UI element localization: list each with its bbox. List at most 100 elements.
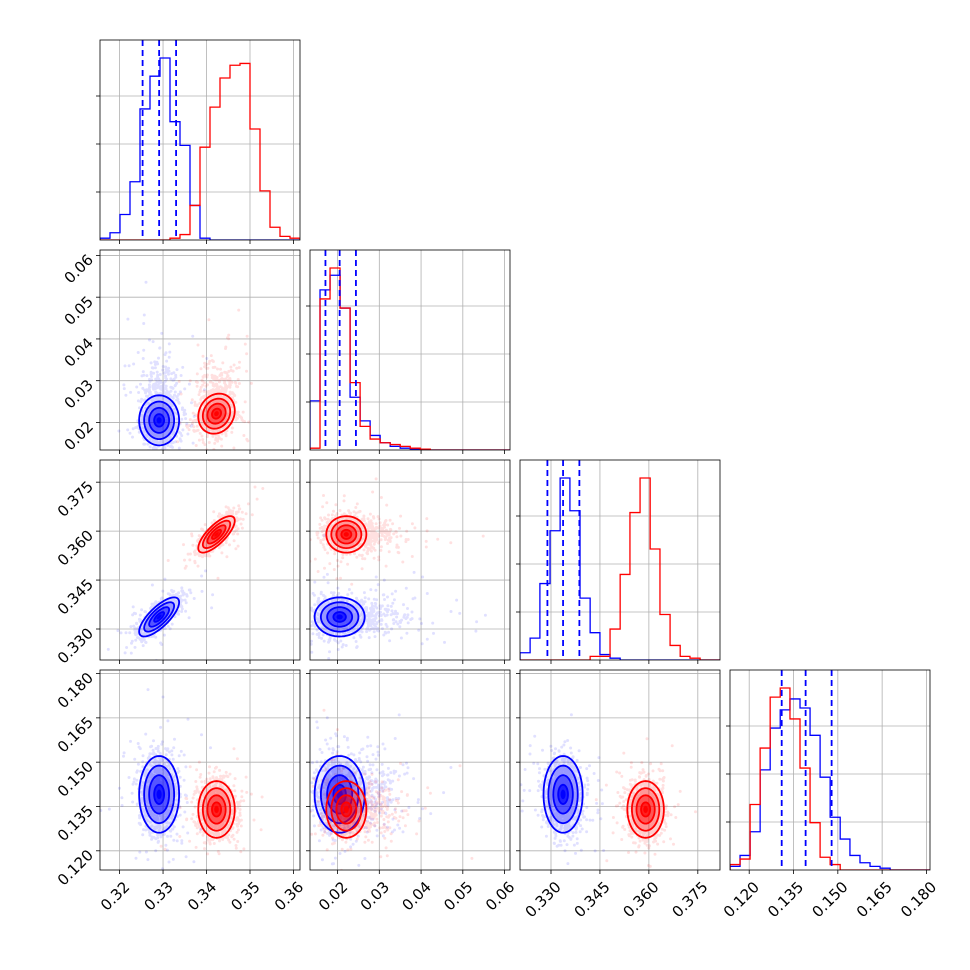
contour-blue (313, 755, 366, 834)
contour-blue (332, 611, 347, 623)
contour-blue (153, 611, 166, 623)
contour-red (201, 519, 232, 549)
density-contours (313, 515, 368, 638)
y-tick-label: 0.375 (54, 477, 97, 520)
contour-blue (143, 400, 176, 441)
contour-blue (143, 764, 176, 825)
x-tick-label: 0.33 (140, 878, 176, 914)
hist-grid (730, 725, 930, 823)
contour-red (626, 780, 665, 839)
density-layer (138, 392, 665, 839)
contour-blue (313, 596, 366, 638)
contour-red (197, 515, 236, 554)
panel-grid (310, 670, 510, 870)
panel-frame (519, 669, 721, 871)
contour-red (335, 794, 358, 825)
y-tick-label: 0.04 (61, 334, 97, 370)
contour-red (325, 515, 368, 554)
panel-frame (729, 669, 931, 871)
y-tick-label: 0.120 (54, 846, 97, 889)
x-tick-label: 0.36 (271, 878, 307, 914)
scatter-red (310, 477, 485, 586)
x-tick-label: 0.120 (720, 878, 763, 921)
contour-red (340, 801, 353, 818)
panel-grid (100, 460, 300, 660)
scatter-points (310, 477, 487, 660)
x-tick-label: 0.05 (440, 878, 476, 914)
panel-grid (337, 250, 505, 450)
density-contours (138, 515, 236, 638)
contour-blue (552, 774, 574, 815)
contour-red (197, 392, 236, 435)
density-contours (542, 755, 665, 839)
contour-blue (547, 764, 579, 825)
y-tick-label: 0.02 (61, 418, 97, 454)
x-tick-label: 0.330 (522, 878, 565, 921)
scatter-points (106, 485, 265, 660)
density-core-blue (156, 417, 162, 424)
x-tick-label: 0.165 (853, 878, 896, 921)
density-core-blue (560, 789, 566, 800)
histogram-blue (520, 477, 720, 660)
contour-red (211, 528, 222, 540)
contour-red (206, 524, 227, 545)
panel-frame (99, 249, 301, 451)
y-tick-label: 0.180 (54, 669, 97, 712)
x-tick-label: 0.34 (184, 878, 220, 914)
x-tick-label: 0.135 (764, 878, 807, 921)
contour-blue (332, 783, 347, 805)
contour-red (330, 519, 363, 549)
contour-blue (319, 601, 360, 633)
contour-red (197, 780, 236, 839)
contour-red (335, 524, 358, 545)
contour-red (325, 780, 368, 839)
x-tick-label: 0.32 (97, 878, 133, 914)
density-core-red (214, 532, 219, 537)
histogram-red (100, 62, 300, 240)
panel-frame (309, 669, 511, 871)
contour-blue (542, 755, 584, 834)
histogram-blue (730, 698, 930, 870)
contour-red (340, 528, 353, 540)
panel-frame (99, 669, 301, 871)
histogram-red (310, 267, 510, 450)
panel-frame (99, 39, 301, 241)
panel-grid (100, 670, 300, 870)
contour-red (206, 794, 227, 825)
histogram-red (730, 687, 930, 870)
y-tick-label: 0.05 (61, 292, 97, 328)
hist-grid (310, 305, 510, 403)
scatter-points (100, 688, 264, 870)
x-tick-label: 0.360 (620, 878, 663, 921)
contour-blue (557, 783, 569, 805)
histogram-red (520, 477, 720, 660)
density-core-red (214, 805, 219, 813)
contour-blue (138, 596, 181, 638)
y-tick-label: 0.360 (54, 526, 97, 569)
y-tick-label: 0.135 (54, 802, 97, 845)
panel-frame (309, 459, 511, 661)
density-core-blue (336, 614, 343, 620)
x-tick-label: 0.35 (227, 878, 263, 914)
panel-frame (99, 459, 301, 661)
density-core-blue (156, 789, 162, 800)
panel-grid (119, 40, 294, 240)
histogram-blue (100, 57, 300, 240)
density-contours (313, 755, 368, 839)
x-tick-label: 0.03 (357, 878, 393, 914)
contour-blue (138, 394, 181, 447)
contour-blue (148, 606, 171, 628)
x-tick-label: 0.04 (398, 878, 434, 914)
contour-blue (143, 601, 176, 633)
contour-red (635, 794, 656, 825)
panel-grid (550, 460, 699, 660)
scatter-blue (310, 534, 487, 660)
panel-grid (310, 460, 510, 660)
y-tick-label: 0.330 (54, 624, 97, 667)
x-tick-label: 0.06 (482, 878, 518, 914)
histogram-layer (100, 40, 930, 870)
density-core-blue (156, 614, 162, 620)
panel-frame (519, 459, 721, 661)
density-core-red (214, 411, 219, 417)
